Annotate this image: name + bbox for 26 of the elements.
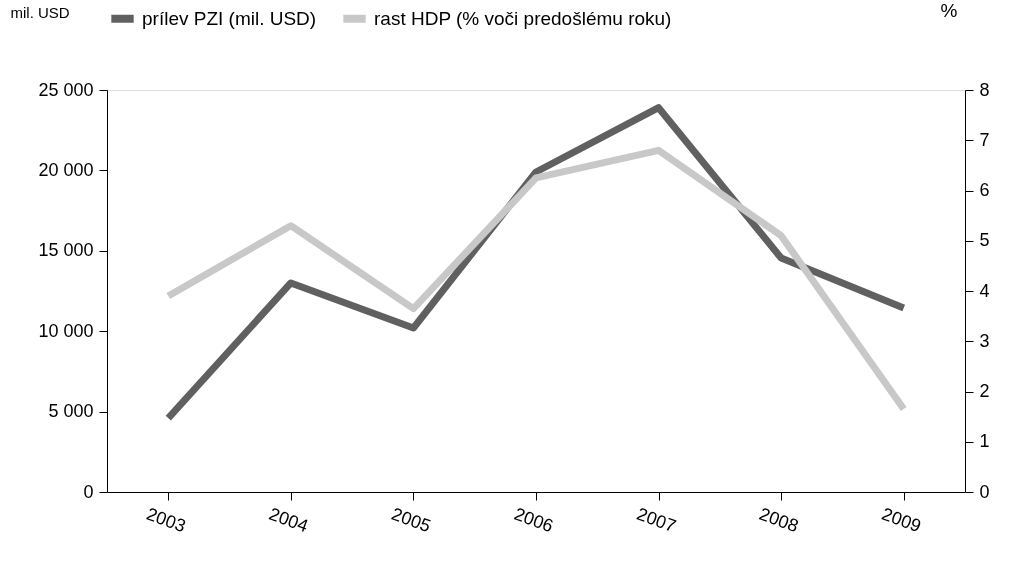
x-tick-label: 2009 — [879, 503, 924, 537]
y-tick-label: 15 000 — [38, 240, 94, 261]
y-axis-title: mil. USD — [10, 3, 70, 21]
y2-axis-title: % — [940, 0, 958, 21]
y-tick-label: 25 000 — [38, 79, 94, 100]
y2-tick-label: 5 — [979, 230, 990, 251]
x-tick-label: 2008 — [756, 503, 802, 537]
x-tick-label: 2007 — [634, 503, 679, 537]
y2-tick-label: 2 — [979, 381, 990, 401]
y2-tick-label: 7 — [979, 129, 990, 150]
y2-tick-label: 1 — [979, 431, 990, 452]
y2-tick-label: 4 — [979, 280, 990, 301]
y2-tick-label: 0 — [979, 481, 990, 502]
x-tick-label: 2006 — [511, 503, 556, 537]
y2-tick-label: 8 — [979, 79, 990, 100]
y-tick-label: 10 000 — [38, 320, 94, 341]
y-tick-label: 5 000 — [48, 401, 94, 422]
legend-label: rast HDP (% voči predošlému roku) — [374, 7, 672, 29]
y-tick-label: 20 000 — [38, 159, 94, 180]
y-tick-label: 0 — [83, 481, 94, 502]
x-tick-label: 2004 — [266, 503, 311, 537]
legend-label: prílev PZI (mil. USD) — [142, 7, 317, 29]
y2-tick-label: 3 — [979, 330, 990, 351]
x-tick-label: 2005 — [388, 503, 434, 537]
x-tick-label: 2003 — [143, 503, 189, 537]
y2-tick-label: 6 — [979, 180, 990, 200]
